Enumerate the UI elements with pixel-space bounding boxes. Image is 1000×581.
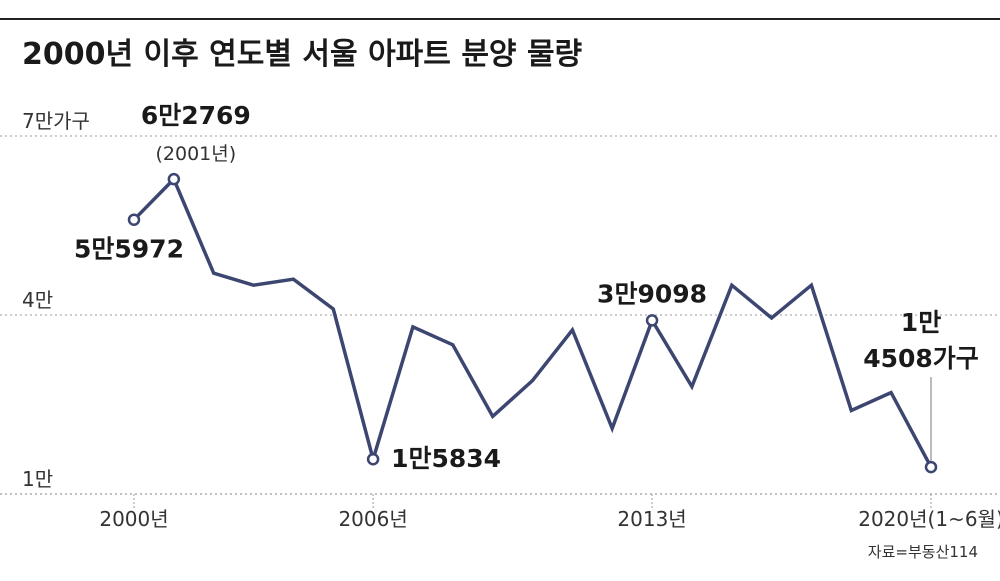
data-label: 1만 bbox=[901, 308, 941, 337]
highlight-marker bbox=[366, 452, 380, 466]
data-label: 6만2769 bbox=[141, 101, 251, 130]
series-line bbox=[132, 176, 933, 468]
y-tick-label: 1만 bbox=[22, 467, 53, 491]
data-label: 3만9098 bbox=[597, 279, 707, 308]
grid-lines bbox=[0, 135, 1000, 495]
data-markers bbox=[127, 172, 938, 474]
axis-ticks: 7만가구 4만 1만 2000년 2006년 2013년 2020년(1~6월) bbox=[22, 109, 1000, 531]
chart-title: 2000년 이후 연도별 서울 아파트 분양 물량 bbox=[22, 37, 583, 72]
y-tick-label: 7만가구 bbox=[22, 109, 90, 133]
highlight-marker bbox=[645, 314, 659, 327]
y-tick-label: 4만 bbox=[22, 288, 53, 312]
data-label: (2001년) bbox=[156, 143, 237, 165]
series-polyline bbox=[132, 176, 933, 468]
x-tick-label: 2000년 bbox=[99, 507, 168, 531]
highlight-marker bbox=[167, 172, 181, 186]
data-label: 5만5972 bbox=[74, 235, 184, 264]
highlight-marker bbox=[924, 460, 938, 474]
x-tick-label: 2013년 bbox=[617, 507, 686, 531]
data-label: 1만5834 bbox=[391, 444, 501, 473]
data-label: 4508가구 bbox=[863, 344, 979, 373]
source-note: 자료=부동산114 bbox=[868, 543, 978, 561]
highlight-marker bbox=[127, 213, 141, 226]
data-annotations: 6만2769 (2001년) 5만5972 1만5834 3만9098 1만 4508가구 bbox=[74, 101, 979, 473]
x-tick-label: 2006년 bbox=[338, 507, 407, 531]
x-tick-label: 2020년(1~6월) bbox=[858, 507, 1000, 531]
